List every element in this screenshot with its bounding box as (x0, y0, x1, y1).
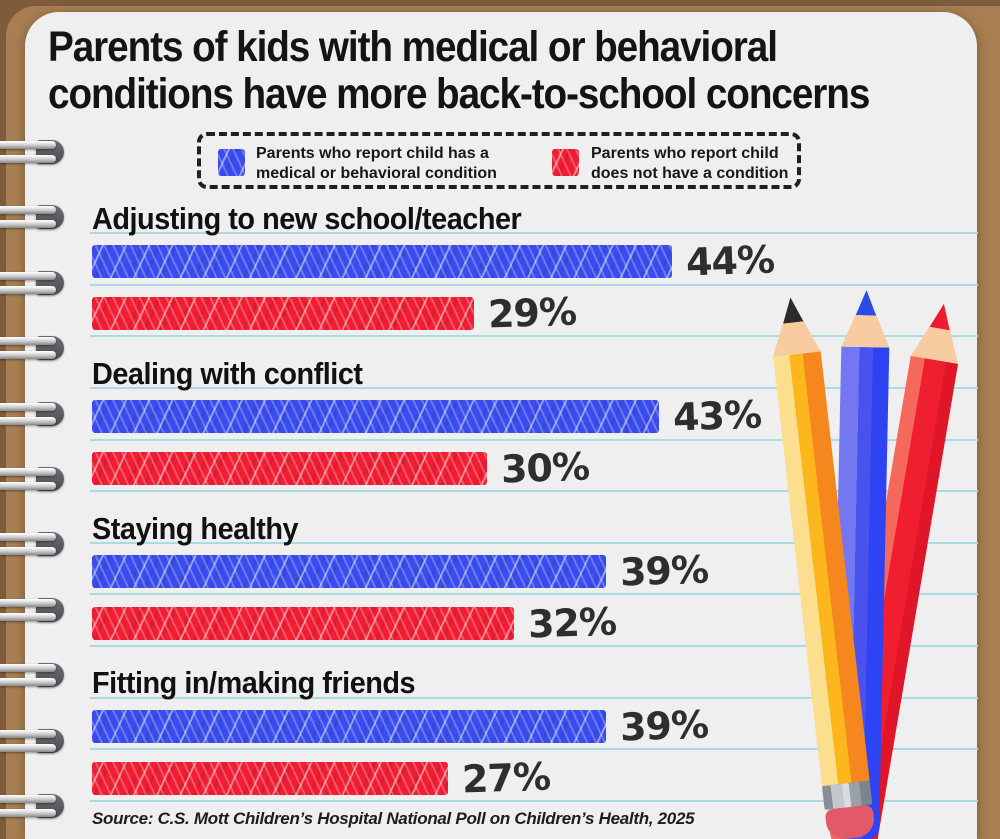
notebook-line (90, 645, 978, 647)
notebook-line (90, 697, 978, 699)
bar-no-condition (92, 761, 448, 795)
legend-swatch-red (552, 149, 579, 176)
notebook-line (90, 387, 978, 389)
bar-value-label: 43% (672, 392, 762, 440)
bar-no-condition (92, 606, 514, 640)
bar-condition (92, 244, 672, 278)
bar-row: 39% (92, 702, 709, 750)
notebook-line (90, 335, 978, 337)
bar-condition (92, 709, 606, 743)
bar-value-label: 29% (487, 289, 577, 337)
spiral-ring (0, 140, 64, 164)
category-label: Fitting in/making friends (92, 665, 416, 700)
bar-row: 32% (92, 599, 617, 647)
pencil-eraser (824, 804, 876, 839)
bar-row: 39% (92, 547, 709, 595)
notebook-line (90, 232, 978, 234)
notebook-line (90, 800, 978, 802)
legend-label-no-condition: Parents who report child does not have a… (591, 145, 789, 182)
spiral-ring (0, 205, 64, 229)
legend-swatch-blue (218, 149, 245, 176)
category-label: Adjusting to new school/teacher (92, 201, 522, 236)
notebook-line (90, 542, 978, 544)
bar-row: 27% (92, 754, 551, 802)
pencil-tip-icon (767, 295, 818, 326)
bar-value-label: 44% (685, 237, 775, 285)
bar-value-label: 30% (500, 444, 590, 492)
notebook-line (90, 748, 978, 750)
bar-condition (92, 399, 659, 433)
title-line-2: conditions have more back-to-school conc… (48, 70, 870, 118)
spiral-ring (0, 467, 64, 491)
pencil-tip-icon (842, 290, 891, 317)
spiral-ring (0, 794, 64, 818)
category-label: Dealing with conflict (92, 356, 363, 391)
pencil-wood-cone (769, 320, 820, 357)
bar-row: 44% (92, 237, 775, 285)
bar-no-condition (92, 451, 487, 485)
bar-value-label: 32% (527, 599, 617, 647)
legend-label-condition: Parents who report child has a medical o… (256, 145, 497, 182)
spiral-ring (0, 336, 64, 360)
bar-condition (92, 554, 606, 588)
chart-legend: Parents who report child has a medical o… (197, 132, 801, 189)
spiral-ring (0, 663, 64, 687)
source-credit: Source: C.S. Mott Children’s Hospital Na… (92, 809, 695, 828)
bar-no-condition (92, 296, 474, 330)
notebook-line (90, 439, 978, 441)
notebook-line (90, 490, 978, 492)
spiral-ring (0, 729, 64, 753)
bar-row: 29% (92, 289, 577, 337)
bar-value-label: 39% (619, 547, 709, 595)
spiral-ring (0, 532, 64, 556)
title-line-1: Parents of kids with medical or behavior… (48, 23, 778, 71)
bar-value-label: 27% (461, 754, 551, 802)
notebook-line (90, 284, 978, 286)
pencil-wood-cone (841, 315, 890, 348)
spiral-ring (0, 598, 64, 622)
spiral-ring (0, 402, 64, 426)
bar-value-label: 39% (619, 702, 709, 750)
bar-row: 43% (92, 392, 762, 440)
category-label: Staying healthy (92, 511, 299, 546)
page-title: Parents of kids with medical or behavior… (48, 23, 870, 118)
bar-row: 30% (92, 444, 590, 492)
spiral-ring (0, 271, 64, 295)
notebook-line (90, 593, 978, 595)
